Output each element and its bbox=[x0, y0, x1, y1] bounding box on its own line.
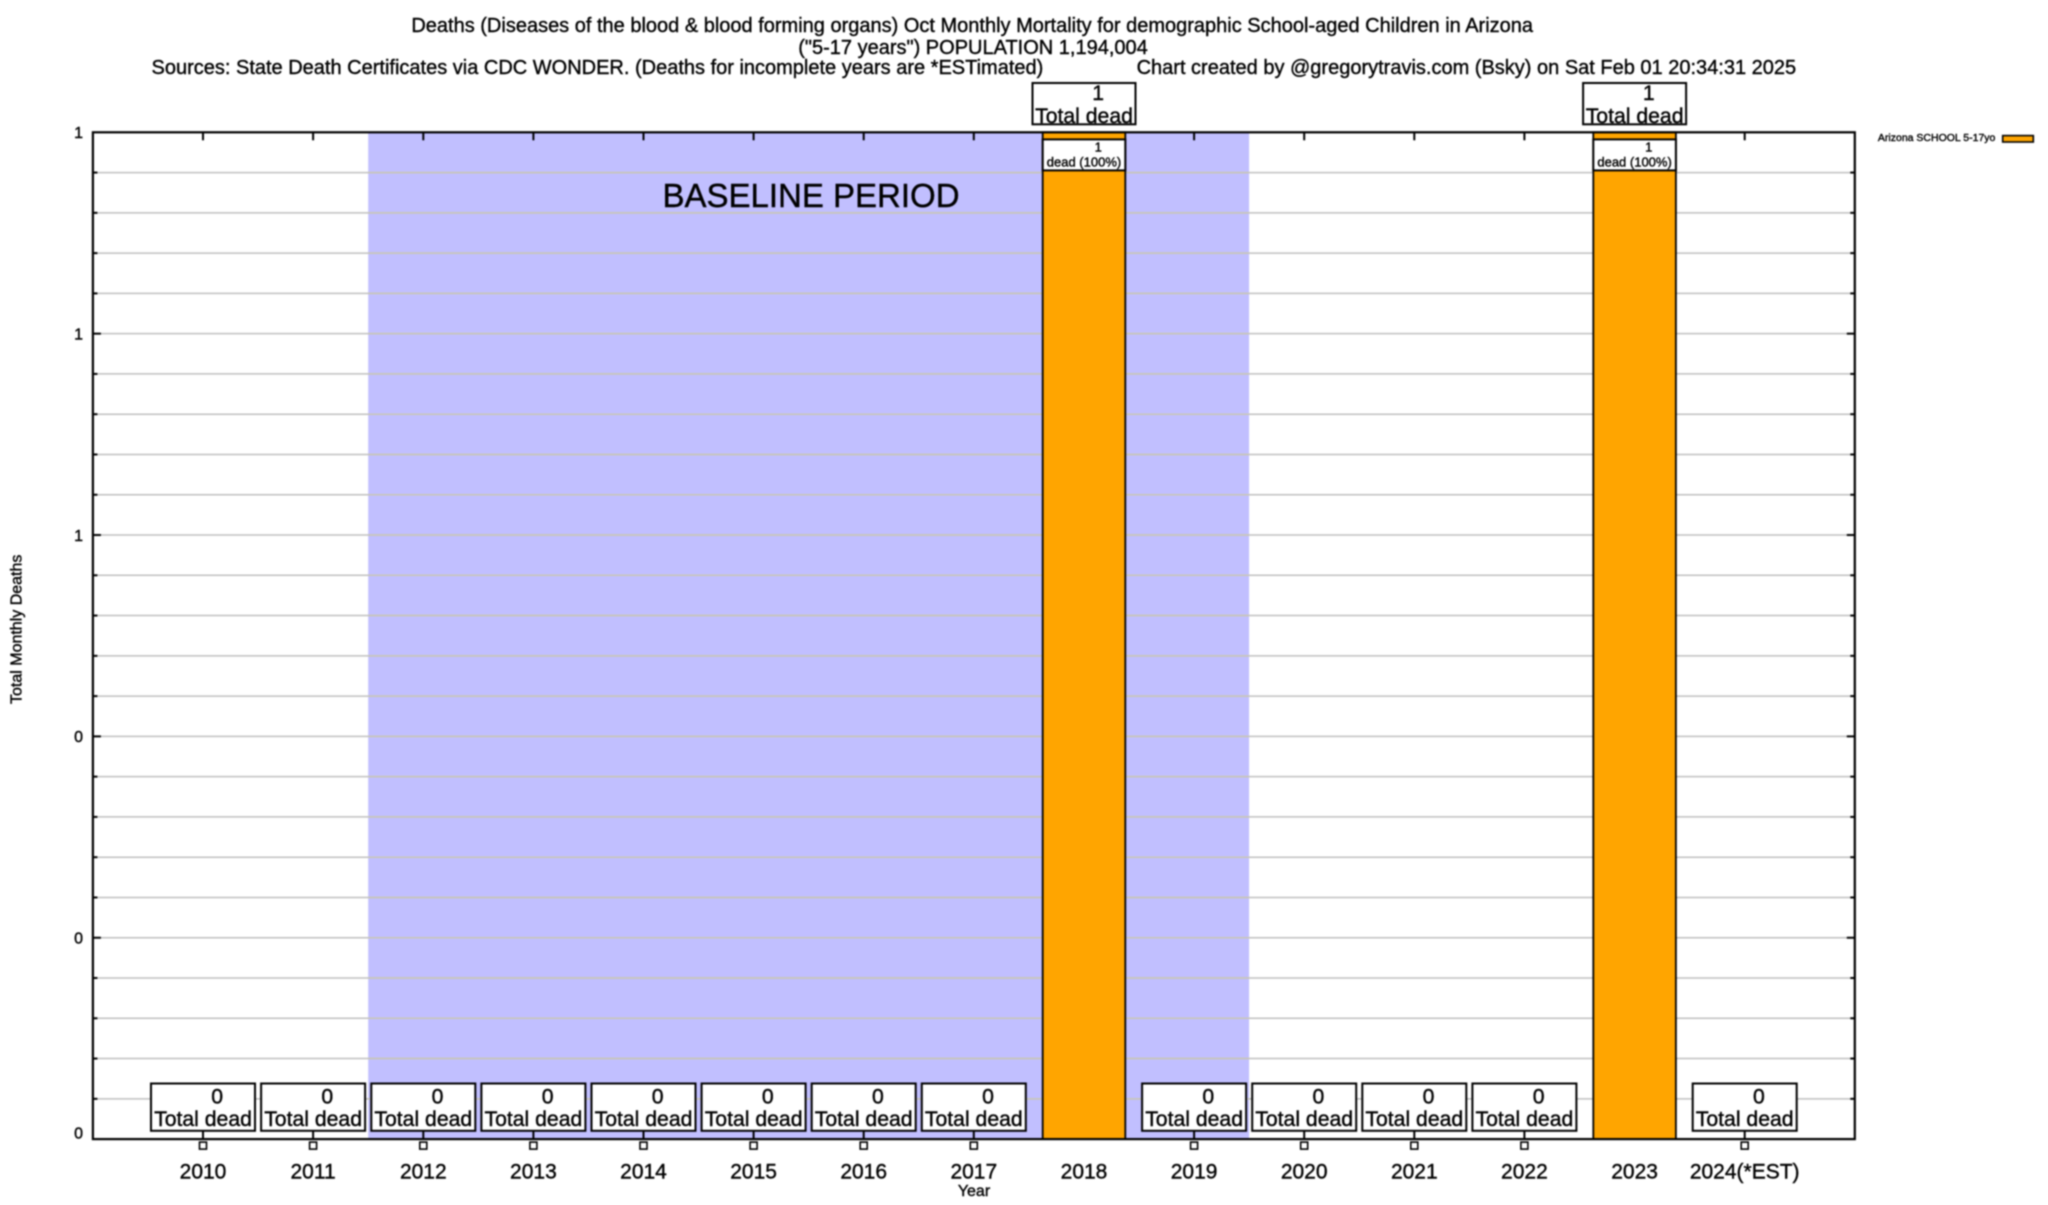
svg-text:0: 0 bbox=[74, 931, 83, 948]
svg-text:2023: 2023 bbox=[1611, 1161, 1658, 1184]
svg-text:0: 0 bbox=[1313, 1086, 1325, 1109]
svg-text:Total dead: Total dead bbox=[485, 1108, 583, 1131]
svg-text:0: 0 bbox=[211, 1086, 223, 1109]
svg-text:0: 0 bbox=[1533, 1086, 1545, 1109]
svg-text:1: 1 bbox=[74, 125, 83, 142]
svg-text:2021: 2021 bbox=[1391, 1161, 1438, 1184]
svg-text:0: 0 bbox=[1423, 1086, 1435, 1109]
svg-text:0: 0 bbox=[542, 1086, 554, 1109]
svg-text:Total dead: Total dead bbox=[1365, 1108, 1463, 1131]
svg-text:Year: Year bbox=[958, 1183, 991, 1200]
svg-text:BASELINE PERIOD: BASELINE PERIOD bbox=[662, 177, 959, 214]
svg-text:0: 0 bbox=[762, 1086, 774, 1109]
svg-text:Total dead: Total dead bbox=[264, 1108, 362, 1131]
svg-text:1: 1 bbox=[1645, 140, 1652, 155]
svg-text:0: 0 bbox=[1202, 1086, 1214, 1109]
svg-text:0: 0 bbox=[74, 729, 83, 746]
svg-text:dead (100%): dead (100%) bbox=[1047, 155, 1121, 170]
svg-text:Total dead: Total dead bbox=[595, 1108, 693, 1131]
svg-text:0: 0 bbox=[432, 1086, 444, 1109]
svg-text:2016: 2016 bbox=[840, 1161, 887, 1184]
svg-text:2024(*EST): 2024(*EST) bbox=[1690, 1161, 1800, 1184]
svg-text:Total dead: Total dead bbox=[1035, 105, 1133, 128]
svg-text:2014: 2014 bbox=[620, 1161, 667, 1184]
svg-text:Total dead: Total dead bbox=[1696, 1108, 1794, 1131]
svg-text:Total dead: Total dead bbox=[1476, 1108, 1574, 1131]
svg-text:Chart created by @gregorytravi: Chart created by @gregorytravis.com (Bsk… bbox=[1137, 57, 1797, 79]
svg-text:2018: 2018 bbox=[1061, 1161, 1108, 1184]
svg-text:Arizona SCHOOL 5-17yo: Arizona SCHOOL 5-17yo bbox=[1878, 132, 1996, 144]
svg-text:2019: 2019 bbox=[1171, 1161, 1218, 1184]
svg-text:2011: 2011 bbox=[291, 1161, 336, 1184]
svg-text:2022: 2022 bbox=[1501, 1161, 1548, 1184]
svg-text:Total dead: Total dead bbox=[154, 1108, 252, 1131]
svg-text:1: 1 bbox=[74, 528, 83, 545]
svg-text:dead (100%): dead (100%) bbox=[1597, 155, 1671, 170]
svg-text:2020: 2020 bbox=[1281, 1161, 1328, 1184]
svg-text:2012: 2012 bbox=[400, 1161, 447, 1184]
svg-text:1: 1 bbox=[1092, 82, 1104, 105]
svg-text:Total dead: Total dead bbox=[705, 1108, 803, 1131]
svg-text:Total dead: Total dead bbox=[925, 1108, 1023, 1131]
svg-text:Total dead: Total dead bbox=[1145, 1108, 1243, 1131]
svg-text:2010: 2010 bbox=[180, 1161, 227, 1184]
svg-text:Total dead: Total dead bbox=[1255, 1108, 1353, 1131]
svg-text:Total Monthly Deaths: Total Monthly Deaths bbox=[9, 555, 26, 704]
svg-text:0: 0 bbox=[321, 1086, 333, 1109]
svg-text:2013: 2013 bbox=[510, 1161, 557, 1184]
svg-text:("5-17 years") POPULATION 1,19: ("5-17 years") POPULATION 1,194,004 bbox=[798, 37, 1148, 59]
svg-text:1: 1 bbox=[1643, 82, 1655, 105]
svg-text:2017: 2017 bbox=[950, 1161, 997, 1184]
svg-text:0: 0 bbox=[1753, 1086, 1765, 1109]
svg-text:0: 0 bbox=[74, 1126, 83, 1143]
svg-text:2015: 2015 bbox=[730, 1161, 777, 1184]
svg-text:Total dead: Total dead bbox=[815, 1108, 913, 1131]
svg-text:1: 1 bbox=[74, 327, 83, 344]
svg-text:Sources: State Death Certifica: Sources: State Death Certificates via CD… bbox=[152, 57, 1044, 79]
svg-text:Deaths (Diseases of the blood: Deaths (Diseases of the blood & blood fo… bbox=[411, 15, 1534, 37]
svg-text:0: 0 bbox=[982, 1086, 994, 1109]
svg-text:0: 0 bbox=[652, 1086, 664, 1109]
svg-text:Total dead: Total dead bbox=[1586, 105, 1684, 128]
svg-text:0: 0 bbox=[872, 1086, 884, 1109]
svg-text:Total dead: Total dead bbox=[374, 1108, 472, 1131]
svg-text:1: 1 bbox=[1095, 140, 1102, 155]
